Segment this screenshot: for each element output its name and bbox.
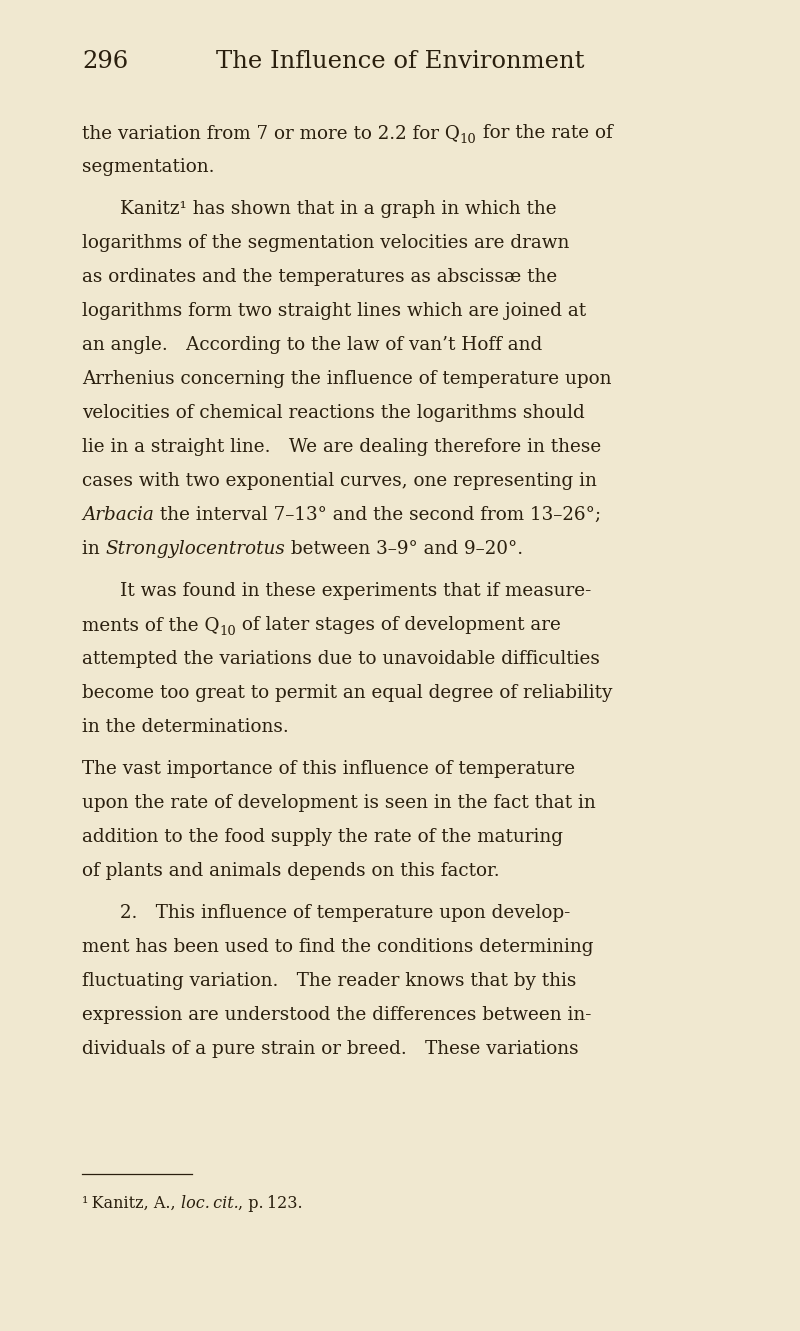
Text: logarithms of the segmentation velocities are drawn: logarithms of the segmentation velocitie…	[82, 234, 570, 252]
Text: Arrhenius concerning the influence of temperature upon: Arrhenius concerning the influence of te…	[82, 370, 611, 389]
Text: velocities of chemical reactions the logarithms should: velocities of chemical reactions the log…	[82, 405, 585, 422]
Text: 2. This influence of temperature upon develop-: 2. This influence of temperature upon de…	[120, 904, 570, 922]
Text: become too great to permit an equal degree of reliability: become too great to permit an equal degr…	[82, 684, 612, 701]
Text: 10: 10	[460, 133, 477, 145]
Text: cases with two exponential curves, one representing in: cases with two exponential curves, one r…	[82, 473, 597, 490]
Text: upon the rate of development is seen in the fact that in: upon the rate of development is seen in …	[82, 795, 596, 812]
Text: segmentation.: segmentation.	[82, 158, 214, 176]
Text: It was found in these experiments that if measure-: It was found in these experiments that i…	[120, 582, 591, 600]
Text: between 3–9° and 9–20°.: between 3–9° and 9–20°.	[286, 540, 523, 558]
Text: The vast importance of this influence of temperature: The vast importance of this influence of…	[82, 760, 575, 779]
Text: The Influence of Environment: The Influence of Environment	[216, 51, 584, 73]
Text: for the rate of: for the rate of	[477, 124, 612, 142]
Text: loc. cit.: loc. cit.	[181, 1195, 238, 1213]
Text: attempted the variations due to unavoidable difficulties: attempted the variations due to unavoida…	[82, 650, 600, 668]
Text: in the determinations.: in the determinations.	[82, 717, 289, 736]
Text: lie in a straight line. We are dealing therefore in these: lie in a straight line. We are dealing t…	[82, 438, 602, 457]
Text: 10: 10	[219, 624, 236, 638]
Text: of later stages of development are: of later stages of development are	[236, 616, 561, 634]
Text: ments of the Q: ments of the Q	[82, 616, 219, 634]
Text: the variation from 7 or more to 2.2 for Q: the variation from 7 or more to 2.2 for …	[82, 124, 460, 142]
Text: ¹ Kanitz, A.,: ¹ Kanitz, A.,	[82, 1195, 181, 1213]
Text: Strongylocentrotus: Strongylocentrotus	[106, 540, 286, 558]
Text: as ordinates and the temperatures as abscissæ the: as ordinates and the temperatures as abs…	[82, 268, 558, 286]
Text: expression are understood the differences between in-: expression are understood the difference…	[82, 1006, 591, 1024]
Text: of plants and animals depends on this factor.: of plants and animals depends on this fa…	[82, 862, 500, 880]
Text: Kanitz¹ has shown that in a graph in which the: Kanitz¹ has shown that in a graph in whi…	[120, 200, 557, 218]
Text: in: in	[82, 540, 106, 558]
Text: addition to the food supply the rate of the maturing: addition to the food supply the rate of …	[82, 828, 563, 847]
Text: fluctuating variation. The reader knows that by this: fluctuating variation. The reader knows …	[82, 972, 576, 990]
Text: Arbacia: Arbacia	[82, 506, 154, 524]
Text: logarithms form two straight lines which are joined at: logarithms form two straight lines which…	[82, 302, 586, 319]
Text: an angle. According to the law of van’t Hoff and: an angle. According to the law of van’t …	[82, 335, 542, 354]
Text: dividuals of a pure strain or breed. These variations: dividuals of a pure strain or breed. The…	[82, 1040, 578, 1058]
Text: the interval 7–13° and the second from 13–26°;: the interval 7–13° and the second from 1…	[154, 506, 601, 524]
Text: , p. 123.: , p. 123.	[238, 1195, 303, 1213]
Text: 296: 296	[82, 51, 128, 73]
Text: ment has been used to find the conditions determining: ment has been used to find the condition…	[82, 938, 594, 956]
